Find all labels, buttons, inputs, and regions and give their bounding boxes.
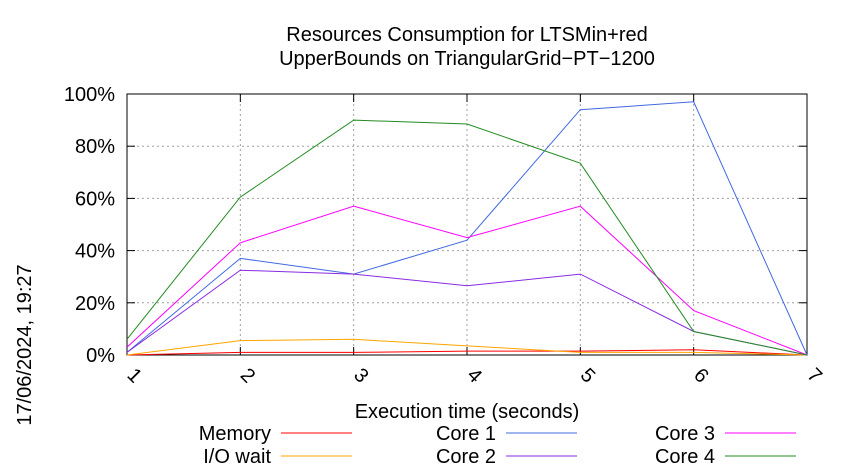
x-tick-label: 1	[123, 364, 146, 387]
plot-frame	[126, 93, 808, 356]
series-lines	[126, 101, 808, 356]
legend-label-memory: Memory	[199, 423, 271, 445]
y-tick-label: 60%	[75, 188, 115, 210]
x-axis-label: Execution time (seconds)	[355, 401, 580, 423]
series-line-memory	[126, 349, 808, 356]
x-tick-label: 6	[689, 364, 712, 387]
legend-label-i-o-wait: I/O wait	[203, 446, 271, 468]
x-tick-label: 2	[236, 364, 259, 387]
legend-label-core-3: Core 3	[655, 423, 715, 445]
series-line-core-1	[126, 101, 808, 356]
series-line-i-o-wait	[126, 338, 808, 356]
y-tick-label: 0%	[86, 345, 115, 367]
chart-subtitle: UpperBounds on TriangularGrid−PT−1200	[279, 48, 655, 70]
series-line-core-4	[126, 119, 808, 356]
tick-labels: 0% 20% 40% 60% 80% 100% 1 2 3 4 5 6 7	[64, 84, 826, 387]
legend-label-core-1: Core 1	[436, 423, 496, 445]
series-line-core-3	[126, 205, 808, 356]
timestamp-label: 17/06/2024, 19:27	[14, 264, 36, 425]
chart-title: Resources Consumption for LTSMin+red	[286, 24, 647, 46]
y-tick-label: 100%	[64, 84, 115, 106]
x-tick-label: 3	[349, 364, 372, 387]
x-tick-label: 7	[803, 364, 826, 387]
x-tick-label: 5	[576, 364, 599, 387]
y-tick-label: 80%	[75, 136, 115, 158]
y-tick-label: 20%	[75, 293, 115, 315]
y-tick-label: 40%	[75, 241, 115, 263]
legend-label-core-4: Core 4	[655, 446, 715, 468]
x-tick-label: 4	[463, 364, 486, 387]
legend-label-core-2: Core 2	[436, 446, 496, 468]
grid	[127, 94, 807, 355]
